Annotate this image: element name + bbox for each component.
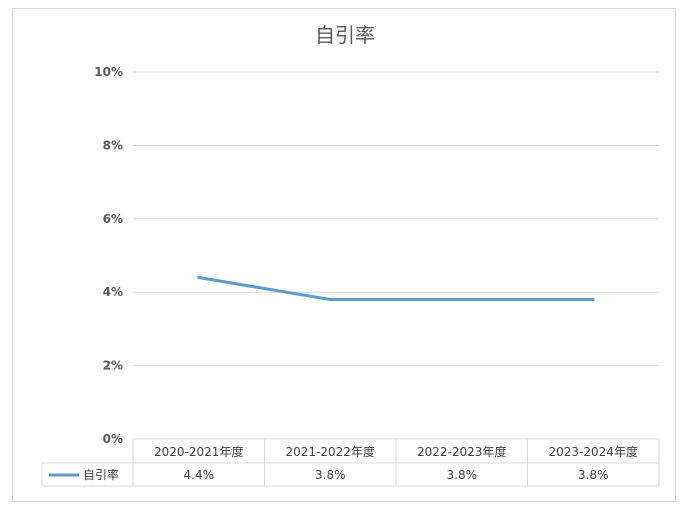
grid-layer — [133, 71, 659, 367]
y-tick-label: 0% — [103, 432, 123, 446]
x-category-label: 2021-2022年度 — [286, 444, 375, 459]
series-layer — [197, 276, 595, 302]
y-tick-label: 4% — [103, 285, 123, 299]
y-tick-label: 6% — [103, 212, 123, 226]
y-axis-ticks: 0% 2% 4% 6% 8% 10% — [94, 65, 123, 446]
legend-label: 自引率 — [83, 467, 119, 482]
x-category-label: 2020-2021年度 — [154, 444, 243, 459]
data-table-value: 3.8% — [447, 468, 478, 482]
data-table-value: 3.8% — [315, 468, 346, 482]
data-table-value: 4.4% — [184, 468, 215, 482]
y-tick-label: 8% — [103, 138, 123, 152]
data-point — [197, 276, 201, 280]
y-tick-label: 2% — [103, 359, 123, 373]
data-point — [328, 298, 332, 302]
data-table: 2020-2021年度 2021-2022年度 2022-2023年度 2023-20… — [41, 438, 660, 487]
x-category-label: 2023-2024年度 — [549, 444, 638, 459]
data-point — [591, 298, 595, 302]
line-chart: 自引率 0% 2% 4% 6% 8% 10% 2020-2021年度 2021-2022年度… — [41, 23, 660, 487]
chart-title: 自引率 — [315, 23, 375, 47]
y-tick-label: 10% — [94, 65, 123, 79]
series-line — [198, 276, 594, 302]
chart-frame: 自引率 0% 2% 4% 6% 8% 10% 2020-2021年度 2021-2022年度… — [12, 8, 676, 502]
data-table-value: 3.8% — [578, 468, 609, 482]
x-category-label: 2022-2023年度 — [417, 444, 506, 459]
data-point — [460, 298, 464, 302]
